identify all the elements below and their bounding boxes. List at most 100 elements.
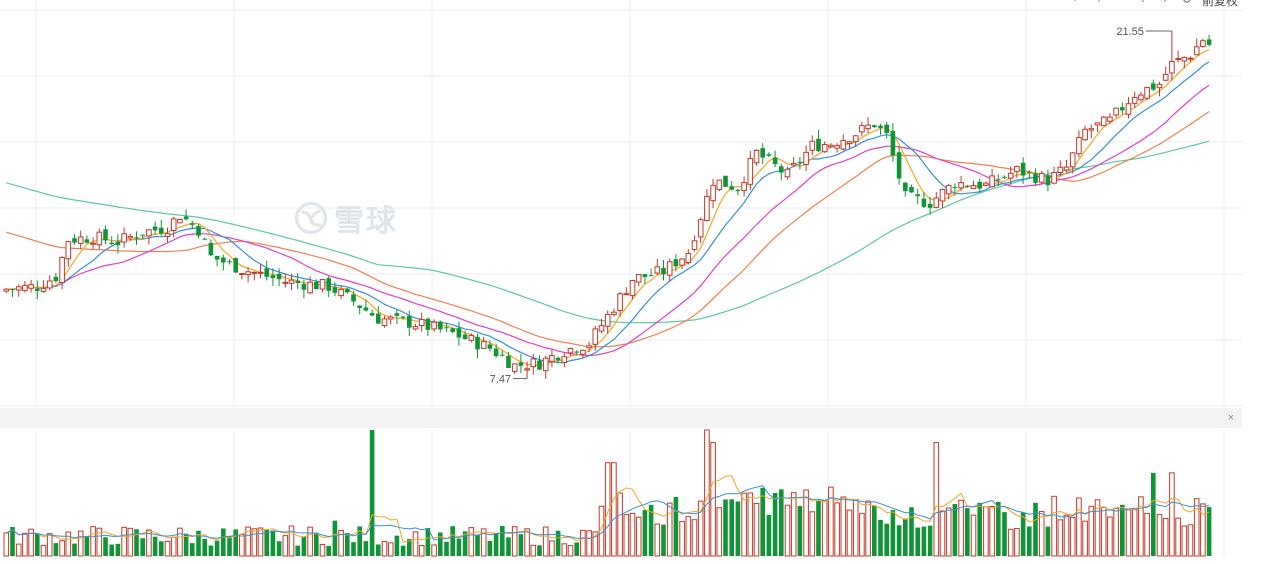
candle-body-up (1175, 58, 1181, 61)
candle-body-up (1069, 152, 1076, 168)
volume-bar-down (208, 545, 214, 556)
volume-bar-down (376, 544, 381, 556)
volume-bar-down (202, 538, 207, 556)
volume-bar-up (381, 540, 388, 557)
volume-bar-up (716, 507, 723, 557)
volume-bar-down (438, 532, 443, 556)
volume-bar-down (760, 487, 765, 556)
zoom-out-icon[interactable]: − (1117, 0, 1125, 6)
volume-bar-down (555, 530, 561, 556)
rotate-icon[interactable]: ↶ (1072, 0, 1082, 6)
volume-bar-up (1082, 520, 1088, 557)
candle-body-down (1002, 176, 1007, 178)
volume-bar-down (642, 510, 648, 556)
volume-bar-up (821, 499, 828, 557)
volume-bar-down (53, 543, 59, 556)
volume-bar-up (945, 507, 952, 557)
volume-bar-down (357, 526, 362, 556)
close-volume-panel-icon[interactable]: × (1227, 412, 1235, 424)
candle-body-down (450, 328, 455, 332)
candle-body-down (927, 203, 933, 208)
candle-body-down (140, 234, 145, 236)
volume-bar-up (121, 526, 127, 557)
candle-body-down (115, 241, 121, 246)
volume-bar-up (1113, 507, 1119, 557)
prev-icon[interactable]: ‹ (1141, 0, 1145, 6)
candle-body-up (989, 175, 995, 188)
candle-body-down (190, 223, 195, 225)
candle-body-down (400, 316, 406, 318)
candle-body-up (1113, 107, 1119, 116)
candle-body-down (202, 238, 207, 240)
candle-body-up (239, 272, 245, 275)
candle-body-down (797, 161, 803, 163)
volume-bar-down (816, 501, 821, 556)
candle-body-down (996, 179, 1001, 181)
candle-body-up (859, 125, 865, 133)
candle-body-up (852, 135, 859, 143)
candle-body-up (1107, 116, 1113, 122)
candle-body-up (635, 274, 642, 283)
volume-bar-up (784, 504, 791, 557)
candle-body-up (846, 141, 853, 144)
candle-body-up (1057, 166, 1064, 173)
candle-body-down (10, 289, 15, 291)
grid (0, 0, 1242, 556)
volume-bar-down (140, 538, 145, 556)
volume-bar-up (983, 506, 989, 557)
candle-body-down (351, 294, 356, 302)
adjust-mode-label[interactable]: 前复权 (1201, 0, 1238, 8)
volume-bar-up (387, 542, 394, 557)
settings-icon[interactable]: ⚙ (1182, 0, 1192, 6)
candle-body-down (270, 275, 276, 279)
volume-bar-up (127, 527, 134, 557)
volume-bar-up (239, 533, 245, 557)
candle-body-up (958, 182, 964, 189)
candle-body-up (480, 340, 487, 349)
candle-body-up (1125, 103, 1132, 115)
candle-body-down (965, 185, 970, 187)
candle-body-up (710, 184, 716, 202)
volume-bar-down (214, 540, 220, 556)
candle-body-up (1162, 73, 1169, 81)
candle-body-down (84, 239, 90, 243)
volume-bar-down (264, 529, 269, 556)
volume-bar-down (884, 523, 889, 556)
volume-bar-down (369, 430, 375, 556)
volume-bar-up (28, 528, 34, 557)
candle-body-up (679, 258, 685, 266)
volume-bar-up (40, 544, 47, 557)
candle-body-up (319, 279, 326, 290)
zoom-in-icon[interactable]: + (1095, 0, 1103, 6)
volume-bar-up (852, 499, 859, 557)
candle-body-down (1027, 171, 1032, 173)
candle-body-up (828, 144, 834, 148)
candle-body-up (704, 195, 710, 222)
volume-bar-down (450, 526, 455, 556)
volume-bar-up (530, 544, 537, 557)
volume-bar-up (15, 543, 22, 557)
volume-bar-up (1193, 498, 1200, 557)
volume-bar-down (462, 531, 468, 556)
candle-body-up (834, 145, 840, 149)
volume-bar-up (604, 462, 611, 557)
volume-bar-down (872, 505, 877, 556)
volume-bar-down (72, 543, 77, 556)
candle-body-down (909, 186, 914, 193)
candle-body-down (394, 313, 400, 316)
candle-body-down (196, 226, 201, 236)
volume-bar-down (301, 536, 307, 556)
candle-body-up (96, 231, 103, 246)
candle-body-up (592, 328, 599, 345)
volume-bar-up (710, 442, 716, 557)
next-icon[interactable]: › (1163, 0, 1167, 6)
candle-body-up (412, 326, 419, 330)
candle-body-down (1120, 107, 1125, 111)
candle-body-up (865, 124, 871, 130)
volume-bar-down (1045, 526, 1051, 556)
volume-bar-up (592, 531, 599, 557)
snowball-logo-icon (294, 201, 328, 235)
candle-body-up (691, 240, 698, 250)
